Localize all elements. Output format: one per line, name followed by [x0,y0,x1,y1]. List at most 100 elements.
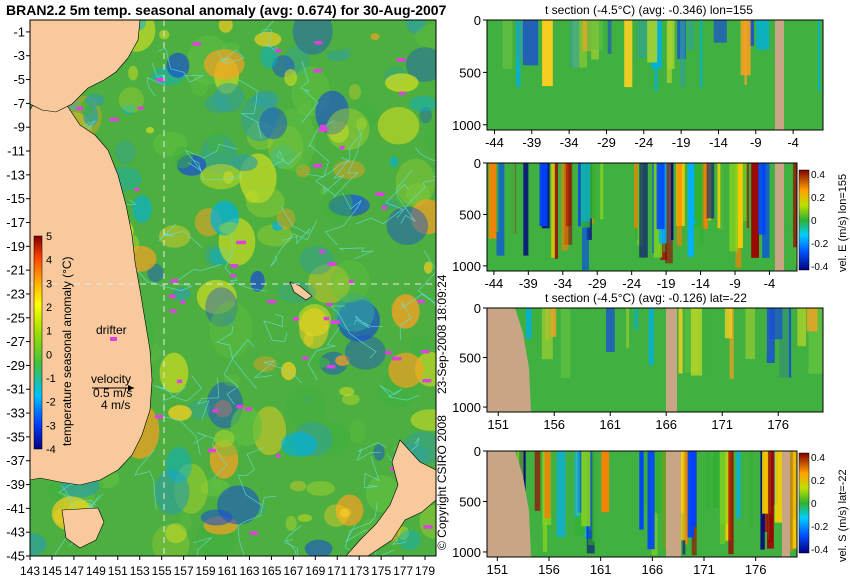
section-stripe [706,163,715,219]
anomaly-blob [257,224,293,247]
map-colorbar-tick-label: -3 [46,420,56,432]
section-stripe [788,451,794,551]
bathymetry-contour [414,146,436,178]
map-x-tick-label: 167 [283,564,303,578]
bathymetry-contour [193,537,212,556]
section2-field [488,163,797,271]
anomaly-blob [154,469,190,515]
section4-colorbar-label: vel. S (m/s) lat=-22 [837,469,849,562]
section3-title: t section (-4.5°C) (avg: -0.126) lat=-22 [545,291,747,305]
section-stripe [713,451,719,508]
section4-x-tick-label: 161 [590,562,612,577]
section-stripe [691,451,697,527]
anomaly-blob [187,400,211,420]
anomaly-blob [342,46,352,60]
section-stripe [758,163,766,235]
section4-colorbar-tick-label: 0 [811,499,817,510]
section-stripe [686,20,695,51]
section-land [666,451,681,557]
map-y-tick-label: -37 [6,453,25,468]
anomaly-blob [252,90,279,109]
drifter-marker [327,262,337,266]
section3-x-tick-label: 176 [767,417,789,432]
new-caledonia-land [289,281,313,301]
drifter-marker [320,124,327,129]
anomaly-blob [223,314,236,327]
section-land [666,308,677,412]
drifter-marker [348,279,354,284]
section-stripe [728,451,734,555]
map-x-tick-label: 161 [217,564,237,578]
section-stripe [719,451,728,525]
section2-x-tick-label: -34 [553,276,572,291]
section-stripe [639,451,644,530]
drifter-marker [313,163,323,168]
map-y-tick-label: -21 [6,263,25,278]
anomaly-blob [152,131,188,157]
section-stripe [662,451,667,552]
anomaly-blob [312,357,330,368]
section1-x-tick-label: -4 [787,135,799,150]
section-stripe [551,163,556,258]
section3-x-tick-label: 151 [487,417,509,432]
anomaly-blob [391,294,420,329]
map-land [30,20,436,556]
anomaly-blob [177,154,207,176]
section1-x-tick-label: -24 [634,135,653,150]
section-stripe [690,308,702,376]
anomaly-blob [419,504,436,539]
section1-title: t section (-4.5°C) (avg: -0.346) lon=155 [545,3,753,17]
anomaly-blob [276,208,296,229]
section-stripe [633,308,639,330]
section-stripe [766,308,775,363]
map-y-tick-label: -27 [6,334,25,349]
map-x-tick-label: 165 [261,564,281,578]
section2-colorbar-tick-label: 0.4 [811,170,825,181]
drifter-marker [267,299,277,304]
bathymetry-contour [324,192,362,246]
bathymetry-contour [238,79,262,139]
anomaly-blob [326,108,370,151]
anomaly-blob [370,33,380,41]
section4-x-tick-label: 176 [745,562,767,577]
section-stripe [774,451,784,523]
bathymetry-contour [272,150,301,167]
section2-colorbar-tick-label: -0.2 [811,239,829,250]
section1-x-tick-label: -29 [597,135,616,150]
anomaly-blob [118,87,144,113]
anomaly-blob [284,69,297,86]
section-stripe [600,163,604,220]
section-stripe [639,163,648,258]
bathymetry-contour [284,524,302,556]
drifter-marker [168,294,176,299]
map-x-tick-label: 149 [86,564,106,578]
bathymetry-contour [193,160,244,181]
section-stripe [554,163,558,259]
map-y-tick-label: -23 [6,286,25,301]
velocity-scale-label: 0.5 m/s [93,386,132,400]
bathymetry-contour [158,223,203,248]
section-stripe [581,451,591,527]
bathymetry-contour [332,126,362,199]
anomaly-blob [232,154,258,172]
anomaly-blob [339,508,351,518]
timestamp-text: 23-Sep-2008 18:09:24 [435,274,449,394]
section-land [775,20,784,130]
drifter-marker [245,407,252,411]
drifter-marker [275,49,282,53]
section-stripe [615,20,624,71]
anomaly-blob [415,24,436,49]
section-stripe [550,308,557,337]
section4-frame [486,450,798,558]
section-stripe [522,20,539,66]
map-x-tick-label: 145 [42,564,62,578]
bathymetry-contour [157,47,204,83]
section-stripe [574,451,580,517]
section-stripe [655,451,662,514]
section4-colorbar-tick-label: 0.4 [811,453,825,464]
section-stripe [544,451,551,519]
section-stripe [705,451,710,510]
section3-x-tick-label: 171 [711,417,733,432]
section4-y-tick-label: 0 [474,444,481,459]
anomaly-blob [290,480,307,492]
